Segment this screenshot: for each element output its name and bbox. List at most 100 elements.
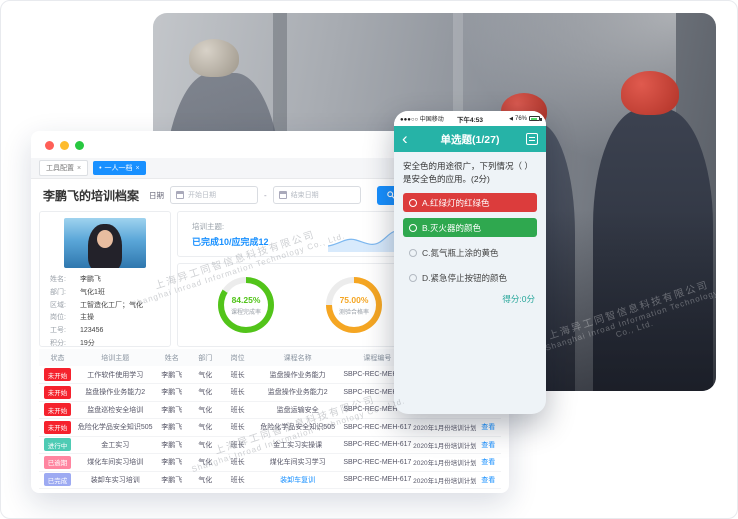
maximize-window-icon[interactable] (75, 141, 84, 150)
field-label: 积分: (50, 339, 66, 347)
table-cell: SBPC-REC-MEH-617 (341, 436, 414, 454)
search-icon (386, 191, 395, 199)
table-cell: 金工实习 (75, 436, 155, 454)
carrier-label: ●●●○○ 中国移动 (400, 117, 444, 123)
back-arrow-icon[interactable]: ‹ (402, 129, 408, 148)
table-cell: 李鹏飞 (154, 383, 190, 402)
table-row: 已完成 装卸车实习培训 李鹏飞 气化 班长 装卸车复训 SBPC-REC-MEH-617 20… (39, 471, 501, 489)
table-link[interactable]: 查看 (475, 453, 501, 472)
carrier-signal: ●●●○○ 中国移动 (400, 114, 444, 123)
field-value: 气化1班 (80, 288, 105, 296)
option-text: C.氮气瓶上涂的黄色 (422, 247, 499, 258)
status-badge: 进行中 (43, 438, 72, 452)
status-cell: 未开始 (39, 366, 76, 384)
start-date-input[interactable]: 开始日期 (170, 186, 259, 204)
calendar-icon (176, 191, 185, 199)
donut-label: 课程完成率 (230, 309, 261, 316)
option-b[interactable]: B.灭火器的颜色 (403, 218, 537, 238)
field-label: 工号: (50, 327, 66, 335)
table-cell: 气化 (189, 383, 222, 402)
status-right: ◀ 76% (509, 115, 542, 122)
course-completion-donut: 84.25% 课程完成率 (218, 277, 274, 333)
minimize-window-icon[interactable] (60, 141, 69, 150)
column-header: 课程名称 (253, 349, 342, 366)
score-text: 得分:0分 (502, 294, 535, 305)
option-a[interactable]: A.红绿灯的红绿色 (403, 193, 537, 213)
training-topic-label: 培训主题: (192, 221, 225, 231)
status-badge: 已完成 (43, 473, 72, 487)
radio-icon (409, 248, 417, 257)
answer-sheet-icon[interactable] (526, 133, 538, 145)
tab-close-icon[interactable]: × (77, 164, 82, 172)
avatar (64, 218, 146, 268)
close-window-icon[interactable] (45, 141, 54, 150)
column-header: 状态 (39, 349, 76, 366)
table-cell: 监盘操作业务能力 (253, 366, 342, 384)
table-cell: 气化 (189, 418, 222, 437)
field-label: 部门: (50, 288, 66, 296)
training-topic-value: 已完成10/应完成12 (192, 236, 269, 247)
donut-center: 84.25% 课程完成率 (224, 283, 268, 327)
radio-icon (409, 198, 417, 207)
table-cell: 监盘运输安全 (253, 401, 342, 419)
table-cell: 班长 (221, 453, 254, 472)
table-row: 未开始 监盘操作业务能力2 李鹏飞 气化 班长 监盘操作业务能力2 SBPC-REC-MEH… (39, 383, 501, 402)
field-label: 姓名: (50, 276, 66, 283)
table-cell: 金工实习实操课 (253, 436, 342, 454)
status-cell: 未开始 (39, 418, 76, 437)
table-link[interactable]: 查看 (475, 418, 501, 437)
field-label: 区域: (50, 301, 66, 309)
avatar-face (97, 230, 113, 248)
tab-one-person-one-file[interactable]: • 一人一档 × (93, 161, 146, 175)
status-cell: 未开始 (39, 383, 76, 402)
donut-center: 75.00% 测验合格率 (332, 283, 376, 327)
table-cell: 工作软件使用学习 (75, 366, 155, 384)
table-cell: 班长 (221, 366, 254, 384)
page-title: 李鹏飞的培训档案 (43, 188, 140, 203)
tab-close-icon[interactable]: × (135, 164, 140, 172)
option-list: A.红绿灯的红绿色 B.灭火器的颜色 C.氮气瓶上涂的黄色 D.紧急停止按钮的颜色 (403, 193, 537, 287)
table-cell: 监盘操作业务能力2 (75, 383, 155, 402)
radio-icon (409, 223, 417, 232)
location-arrow-icon: ◀ (509, 115, 513, 122)
option-text: A.红绿灯的红绿色 (422, 197, 490, 208)
status-badge: 未开始 (43, 368, 72, 381)
status-badge: 未开始 (43, 385, 72, 399)
window-controls (45, 141, 84, 150)
profile-field: 工号: 123456 (50, 325, 160, 338)
table-cell: 监盘操作业务能力2 (253, 383, 342, 402)
donut-percent: 75.00% (339, 294, 369, 305)
option-c[interactable]: C.氮气瓶上涂的黄色 (403, 243, 537, 262)
table-cell: 班长 (221, 401, 254, 419)
table-link[interactable]: 查看 (475, 471, 501, 489)
table-cell: 气化 (189, 453, 222, 472)
option-d[interactable]: D.紧急停止按钮的颜色 (403, 268, 537, 287)
option-text: B.灭火器的颜色 (422, 222, 482, 233)
table-cell: 李鹏飞 (154, 401, 190, 419)
table-link[interactable]: 查看 (475, 436, 501, 454)
profile-field: 积分: 19分 (50, 338, 160, 351)
end-date-placeholder: 结束日期 (290, 192, 319, 199)
column-header: 部门 (189, 349, 222, 366)
table-cell: 班长 (221, 436, 254, 454)
table-row: 已逾期 煤化车间实习培训 李鹏飞 气化 班长 煤化车间实习学习 SBPC-REC-MEH-6… (39, 453, 501, 472)
profile-field: 姓名: 李鹏飞 (50, 274, 160, 287)
table-link[interactable]: 装卸车复训 (253, 471, 342, 489)
donut-percent: 84.25% (231, 294, 261, 305)
end-date-input[interactable]: 结束日期 (272, 186, 361, 204)
phone-status-bar: ●●●○○ 中国移动 下午4:53 ◀ 76% (394, 111, 546, 126)
column-header: 岗位 (221, 349, 254, 366)
table-cell: 班长 (221, 471, 254, 489)
table-cell: 2020年1月份培训计划 (413, 471, 476, 489)
tab-tool-config[interactable]: 工具配置 × (39, 160, 89, 176)
table-cell: 煤化车间实习培训 (75, 453, 155, 472)
table-cell: 李鹏飞 (154, 366, 190, 384)
option-text: D.紧急停止按钮的颜色 (422, 272, 508, 283)
column-header: 姓名 (154, 349, 190, 366)
field-value: 主操 (80, 314, 94, 322)
table-cell: 装卸车实习培训 (75, 471, 155, 489)
field-value: 19分 (80, 339, 95, 347)
red-helmet-icon (621, 71, 679, 115)
calendar-icon (278, 191, 287, 199)
